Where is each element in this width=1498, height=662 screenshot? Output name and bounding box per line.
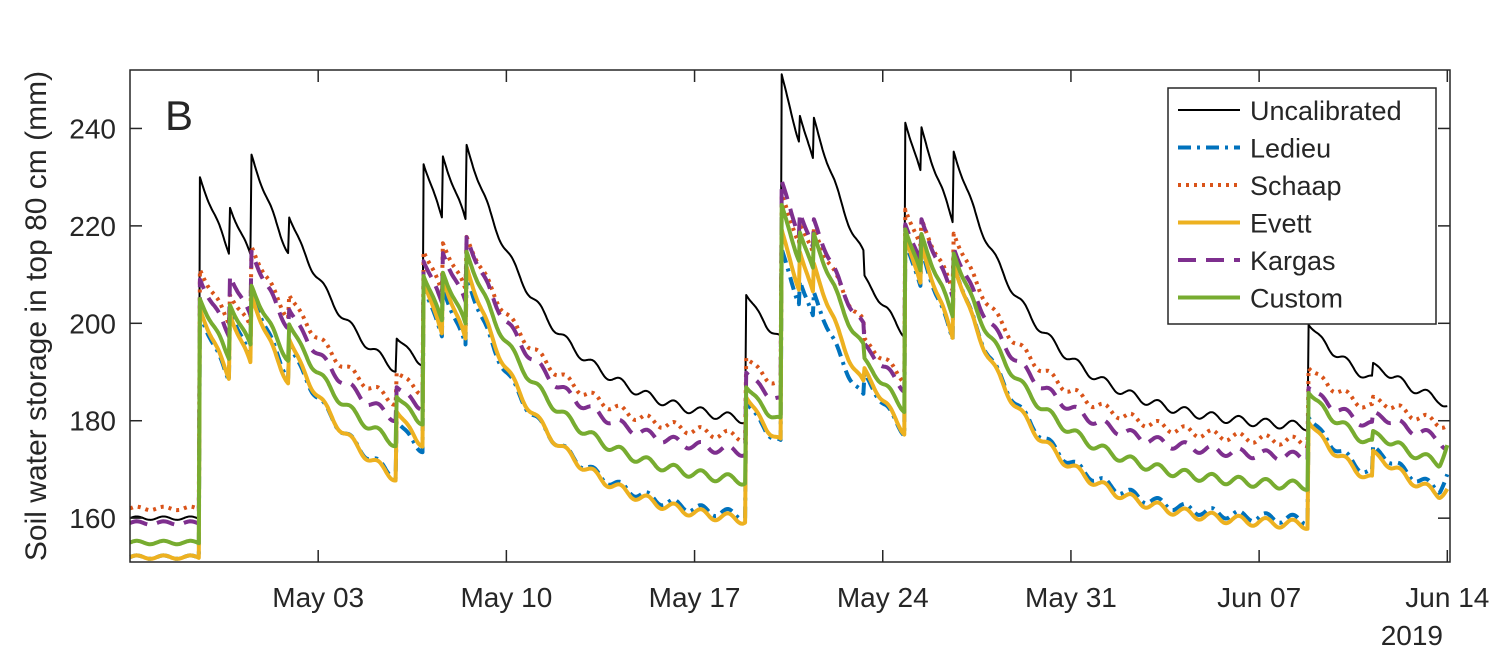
y-tick-label: 240 [69,113,116,144]
series-line-evett [129,227,1450,561]
series-line-schaap [129,192,1449,513]
series-line-uncalibrated [129,73,1448,521]
x-tick-label: May 10 [460,582,552,613]
x-tick-label: May 24 [837,582,929,613]
series-line-custom [129,203,1450,547]
x-axis: May 03 May 10 May 17 May 24 May 31 Jun 07 Jun … [272,70,1489,613]
y-tick-label: 180 [69,406,116,437]
series-layer [129,73,1450,561]
y-axis-title: Soil water storage in top 80 cm (mm) [20,71,53,561]
x-tick-label: Jun 07 [1217,582,1301,613]
x-tick-label: May 03 [272,582,364,613]
y-tick-label: 160 [69,503,116,534]
legend-items: Uncalibrated Ledieu Schaap Evett Kargas Custo… [1178,96,1402,314]
legend: Uncalibrated Ledieu Schaap Evett Kargas Custo… [1167,87,1437,325]
y-axis: 160 180 200 220 240 [69,113,1450,534]
x-tick-label: May 17 [649,582,741,613]
legend-label-ledieu: Ledieu [1250,134,1331,164]
y-tick-label: 200 [69,308,116,339]
legend-label-uncalibrated: Uncalibrated [1250,96,1402,126]
series-line-kargas [129,178,1449,527]
x-tick-label: Jun 14 [1405,582,1489,613]
plot-frame [129,69,1451,563]
year-label: 2019 [1381,620,1443,651]
legend-label-evett: Evett [1250,209,1312,239]
legend-label-custom: Custom [1250,284,1343,314]
x-tick-label: May 31 [1025,582,1117,613]
legend-label-schaap: Schaap [1250,171,1342,201]
y-tick-label: 220 [69,211,116,242]
legend-box [1167,87,1437,325]
legend-label-kargas: Kargas [1250,246,1336,276]
panel-label: B [165,92,193,139]
